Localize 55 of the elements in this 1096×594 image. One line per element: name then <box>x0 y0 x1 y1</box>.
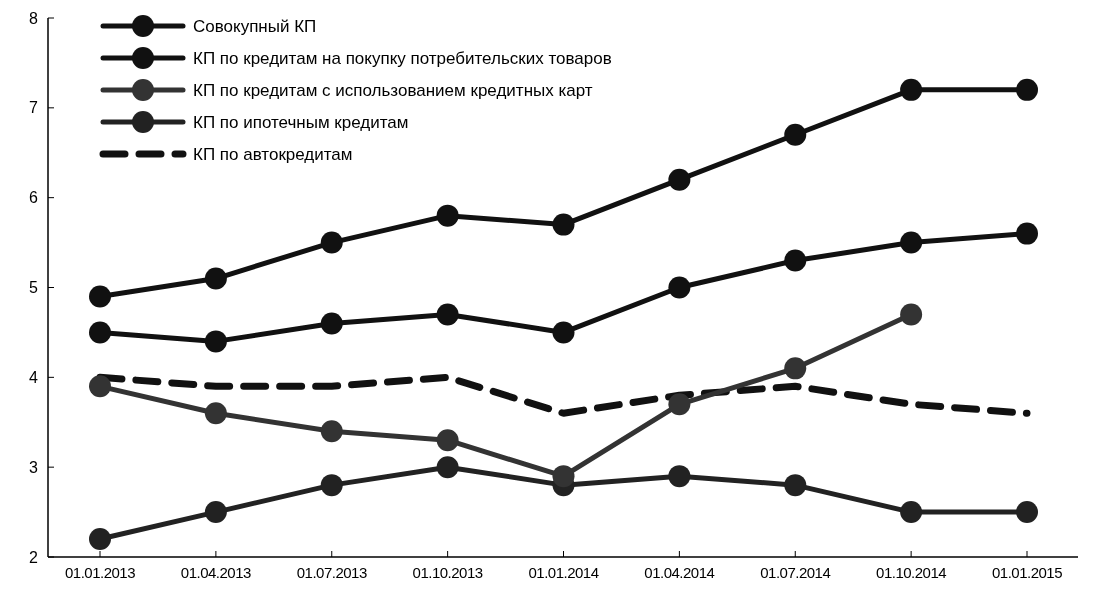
point <box>89 285 111 308</box>
point <box>668 393 691 416</box>
point <box>320 231 343 254</box>
point <box>1016 78 1038 101</box>
x-tick-label: 01.10.2014 <box>876 564 947 581</box>
point <box>436 204 459 227</box>
point <box>320 312 343 335</box>
point <box>89 321 111 344</box>
x-tick-label: 01.10.2013 <box>412 564 483 581</box>
x-tick-label: 01.04.2013 <box>180 564 252 581</box>
x-tick-label: 01.04.2014 <box>644 564 715 581</box>
point <box>89 528 111 551</box>
y-tick-label: 4 <box>29 368 39 386</box>
point <box>436 429 459 452</box>
point <box>436 456 459 479</box>
point <box>900 501 923 524</box>
point <box>204 402 227 425</box>
point <box>784 249 807 272</box>
x-tick-label: 01.01.2015 <box>991 564 1063 581</box>
legend-label: КП по автокредитам <box>193 144 353 164</box>
point <box>668 465 691 488</box>
point <box>552 321 575 344</box>
point <box>204 267 227 290</box>
point <box>900 78 923 101</box>
y-tick-label: 8 <box>29 9 39 27</box>
y-tick-label: 2 <box>29 548 39 566</box>
x-tick-label: 01.01.2014 <box>528 564 599 581</box>
point <box>784 474 807 497</box>
point <box>436 303 459 326</box>
y-tick-label: 7 <box>29 99 39 117</box>
point <box>89 375 111 398</box>
y-tick-label: 6 <box>29 189 39 207</box>
point <box>1016 501 1038 524</box>
y-tick-label: 3 <box>29 458 39 476</box>
point <box>320 420 343 443</box>
x-tick-label: 01.07.2013 <box>296 564 367 581</box>
x-tick-label: 01.07.2014 <box>760 564 831 581</box>
legend-label: Совокупный КП <box>193 16 317 36</box>
point <box>1016 222 1038 245</box>
point <box>204 330 227 353</box>
point <box>204 501 227 524</box>
point <box>668 168 691 191</box>
x-tick-label: 01.01.2013 <box>64 564 136 581</box>
legend-label: КП по кредитам с использованием кредитных карт <box>193 80 593 100</box>
point <box>900 231 923 254</box>
y-tick-label: 5 <box>29 279 39 297</box>
point <box>552 213 575 236</box>
point <box>552 465 575 488</box>
point <box>900 303 923 326</box>
legend-label: КП по ипотечным кредитам <box>193 112 409 132</box>
legend-label: КП по кредитам на покупку потребительских товаров <box>193 48 612 68</box>
point <box>320 474 343 497</box>
point <box>784 123 807 146</box>
point <box>668 276 691 299</box>
point <box>784 357 807 380</box>
